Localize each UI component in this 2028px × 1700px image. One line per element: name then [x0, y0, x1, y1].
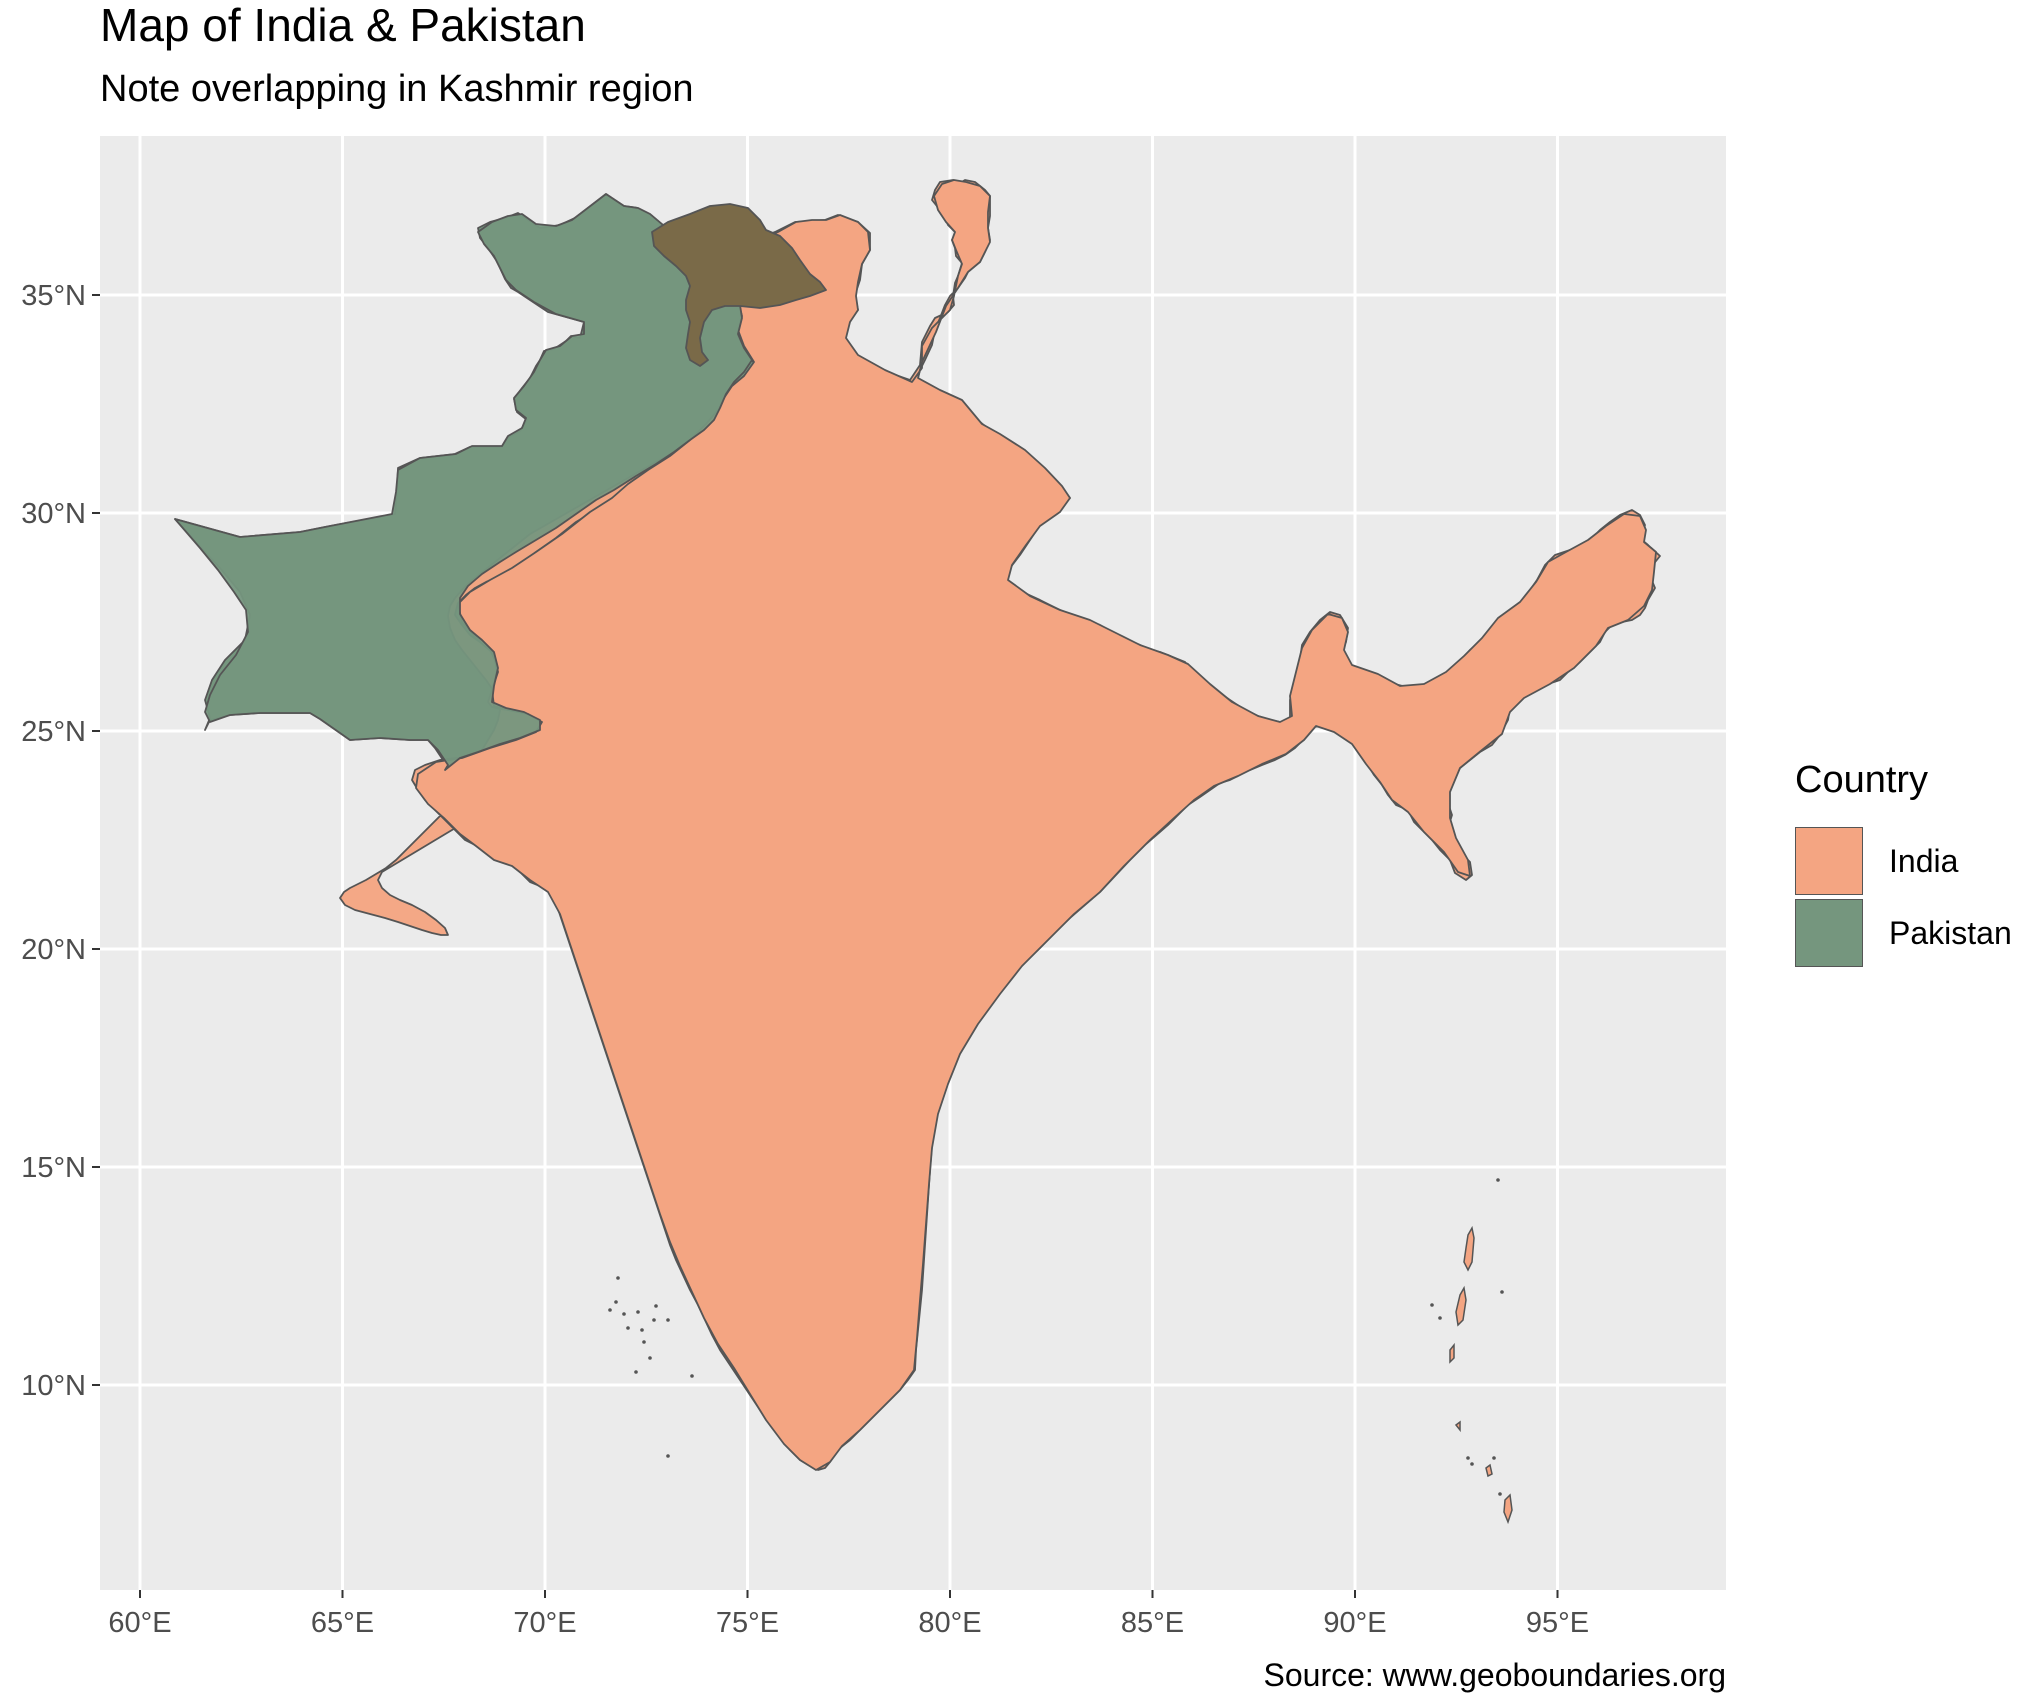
axis-ticks: 60°E 65°E 70°E 75°E 80°E 85°E 90°E 95°E 10°N 15°N…: [21, 280, 1589, 1639]
legend-key-india: [1795, 827, 1863, 895]
y-tick-label: 20°N: [21, 934, 86, 966]
kashmir-overlap-region: [651, 203, 827, 367]
x-tick-label: 75°E: [716, 1607, 779, 1639]
x-tick-label: 90°E: [1323, 1607, 1386, 1639]
legend-label-india: India: [1889, 842, 1959, 879]
india-mainland: [415, 179, 1657, 1471]
x-tick-label: 80°E: [918, 1607, 981, 1639]
legend-item-india: India: [1795, 825, 2012, 897]
legend-key-pakistan: [1795, 899, 1863, 967]
y-tick-label: 15°N: [21, 1152, 86, 1184]
y-tick-label: 30°N: [21, 498, 86, 530]
islands: [1449, 1225, 1513, 1525]
y-tick-label: 10°N: [21, 1370, 86, 1402]
chart-subtitle: Note overlapping in Kashmir region: [100, 68, 694, 110]
pakistan-border-overlay: [174, 193, 753, 771]
x-tick-label: 85°E: [1121, 1607, 1184, 1639]
small-islands: [608, 1178, 1504, 1496]
x-tick-label: 70°E: [513, 1607, 576, 1639]
legend: Country India Pakistan: [1795, 757, 2012, 969]
x-tick-label: 95°E: [1526, 1607, 1589, 1639]
source-caption: Source: www.geoboundaries.org: [1263, 1657, 1727, 1693]
x-tick-label: 60°E: [108, 1607, 171, 1639]
legend-title: Country: [1795, 759, 1929, 801]
y-tick-label: 35°N: [21, 280, 86, 312]
chart-title: Map of India & Pakistan: [100, 0, 586, 51]
legend-label-pakistan: Pakistan: [1889, 914, 2012, 951]
legend-item-pakistan: Pakistan: [1795, 897, 2012, 969]
y-tick-label: 25°N: [21, 716, 86, 748]
x-tick-label: 65°E: [311, 1607, 374, 1639]
